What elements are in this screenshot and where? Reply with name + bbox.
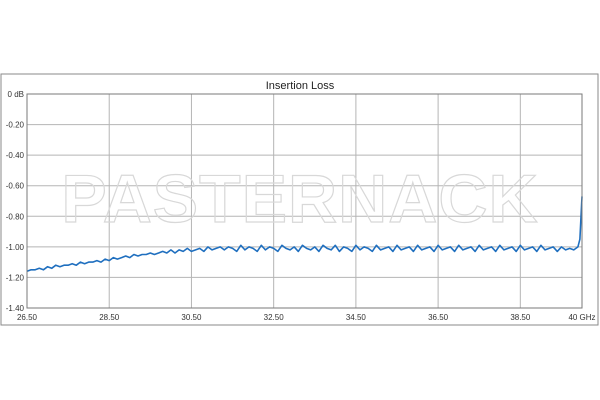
series-line xyxy=(26,196,583,273)
y-tick-label: -0.20 xyxy=(6,121,25,130)
y-tick-label: -1.40 xyxy=(6,304,25,313)
y-tick-label: -0.40 xyxy=(6,151,25,160)
x-tick-label: 26.50 xyxy=(17,313,38,322)
x-tick-label: 40 GHz xyxy=(568,313,595,322)
y-tick-label: -0.60 xyxy=(6,182,25,191)
x-tick-label: 32.50 xyxy=(264,313,285,322)
chart-title: Insertion Loss xyxy=(266,80,335,92)
y-tick-label: 0 dB xyxy=(8,90,24,99)
x-tick-label: 38.50 xyxy=(510,313,531,322)
series-group xyxy=(26,196,583,273)
y-tick-label: -1.20 xyxy=(6,273,25,282)
y-axis: 0 dB -0.20 -0.40 -0.60 -0.80 -1.00 -1.20 -1.40 xyxy=(6,90,25,313)
y-tick-label: -1.00 xyxy=(6,243,25,252)
x-tick-label: 30.50 xyxy=(181,313,202,322)
x-tick-label: 28.50 xyxy=(99,313,120,322)
plot-area-border xyxy=(26,93,583,309)
y-tick-label: -0.80 xyxy=(6,212,25,221)
x-tick-label: 36.50 xyxy=(428,313,449,322)
x-tick-label: 34.50 xyxy=(346,313,367,322)
x-axis: 26.50 28.50 30.50 32.50 34.50 36.50 38.50 40 GH… xyxy=(17,313,596,322)
watermark: PASTERNACK xyxy=(61,161,538,237)
chart-frame xyxy=(0,73,599,326)
